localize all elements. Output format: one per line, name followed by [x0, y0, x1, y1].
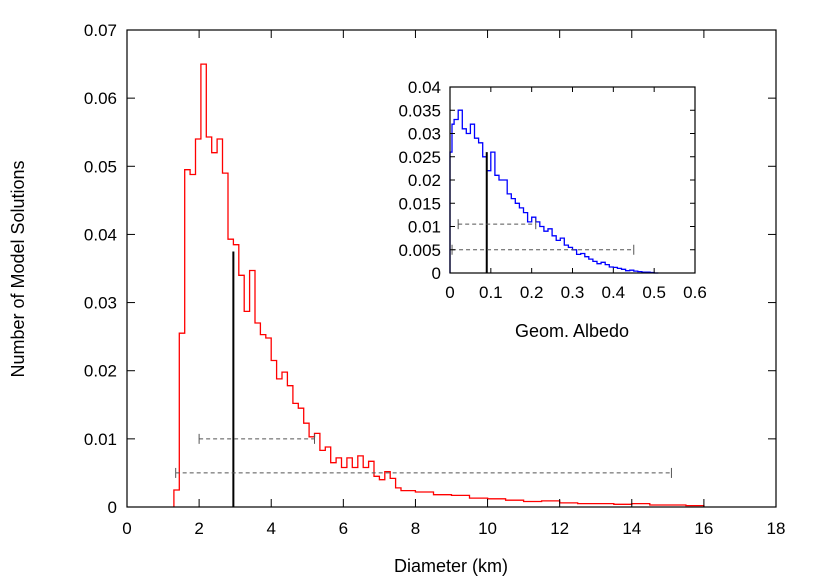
inset-x-axis-title: Geom. Albedo — [515, 321, 629, 341]
inset-y-tick-labels: 0 0.005 0.01 0.015 0.02 0.025 0.03 0.035 0.04 — [398, 78, 441, 283]
inset-y-tick-label: 0.035 — [398, 101, 441, 120]
inset-x-tick-label: 0.6 — [683, 283, 707, 302]
main-ticks — [126, 29, 777, 508]
main-x-tick-label: 0 — [122, 519, 131, 538]
main-y-tick-label: 0 — [108, 498, 117, 517]
inset-y-tick-label: 0.04 — [408, 78, 441, 97]
main-x-tick-label: 8 — [411, 519, 420, 538]
inset-x-tick-label: 0.3 — [561, 283, 585, 302]
main-x-tick-label: 12 — [550, 519, 569, 538]
inset-ticks — [449, 86, 696, 274]
inset-x-tick-label: 0.4 — [602, 283, 626, 302]
main-x-tick-label: 4 — [266, 519, 275, 538]
main-y-tick-label: 0.01 — [84, 430, 117, 449]
inset-x-tick-label: 0.5 — [642, 283, 666, 302]
main-series-layer — [173, 63, 705, 507]
main-plot: 0 2 4 6 8 10 12 14 16 18 0 0.01 0.02 0.03 0.04 0.05 0.0… — [8, 21, 785, 576]
main-y-tick-label: 0.05 — [84, 157, 117, 176]
inset-y-tick-label: 0 — [432, 264, 441, 283]
main-plot-frame — [126, 29, 777, 508]
main-annotations — [175, 251, 672, 507]
main-x-tick-label: 6 — [339, 519, 348, 538]
inset-y-tick-label: 0.025 — [398, 148, 441, 167]
inset-y-tick-label: 0.01 — [408, 218, 441, 237]
inset-y-tick-label: 0.03 — [408, 125, 441, 144]
main-x-tick-label: 18 — [767, 519, 786, 538]
inset-plot: 0 0.1 0.2 0.3 0.4 0.5 0.6 00.0050.010.0150.020… — [398, 78, 706, 341]
main-x-tick-label: 10 — [478, 519, 497, 538]
inset-y-tick-label: 0.02 — [408, 171, 441, 190]
main-y-tick-label: 0.04 — [84, 225, 117, 244]
inset-x-tick-label: 0.1 — [479, 283, 503, 302]
main-y-tick-label: 0.02 — [84, 362, 117, 381]
main-y-tick-label: 0.03 — [84, 294, 117, 313]
main-series-diameter-histogram — [173, 63, 705, 507]
main-y-axis-title: Number of Model Solutions — [8, 160, 28, 377]
main-y-tick-label: 0.06 — [84, 89, 117, 108]
main-x-tick-label: 2 — [194, 519, 203, 538]
main-x-tick-label: 16 — [694, 519, 713, 538]
inset-x-tick-label: 0 — [445, 283, 454, 302]
main-y-tick-labels: 0 0.01 0.02 0.03 0.04 0.05 0.06 0.07 — [84, 21, 117, 517]
inset-x-tick-label: 0.2 — [520, 283, 544, 302]
inset-series-albedo-histogram — [449, 109, 659, 274]
inset-series-layer — [449, 109, 659, 274]
inset-y-tick-label: 0.015 — [398, 194, 441, 213]
main-x-tick-labels: 0 2 4 6 8 10 12 14 16 18 — [122, 519, 785, 538]
main-x-axis-title: Diameter (km) — [394, 556, 508, 576]
main-y-tick-label: 0.07 — [84, 21, 117, 40]
inset-y-tick-label: 0.005 — [398, 241, 441, 260]
main-x-tick-label: 14 — [622, 519, 641, 538]
inset-background — [450, 87, 695, 273]
inset-x-tick-labels: 0 0.1 0.2 0.3 0.4 0.5 0.6 — [445, 283, 707, 302]
